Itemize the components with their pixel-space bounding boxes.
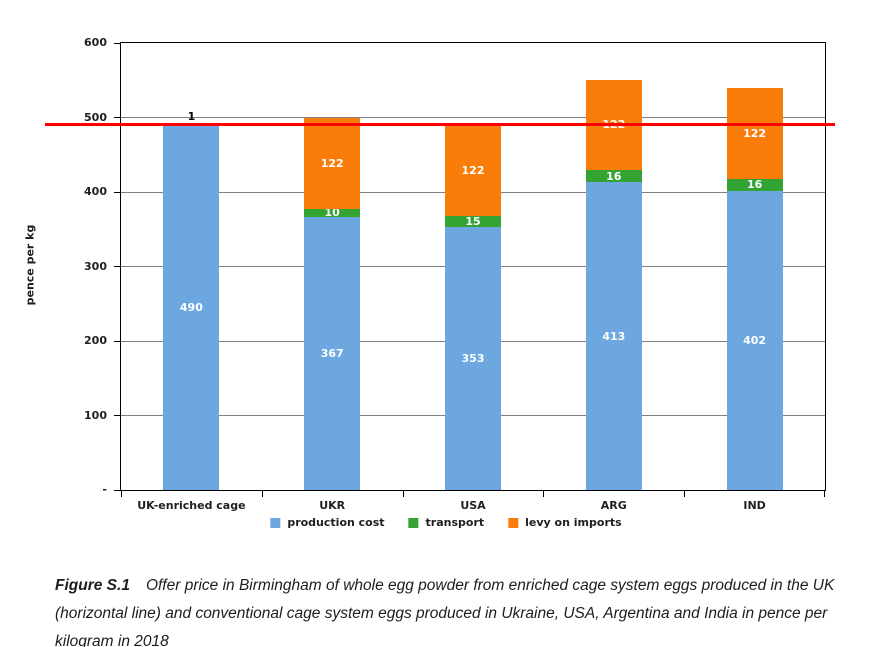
bar-segment-production-cost: 490 (163, 124, 220, 490)
bar-value-label: 122 (320, 157, 344, 171)
figure-label: Figure S.1 (55, 576, 130, 594)
legend-label: production cost (287, 516, 385, 529)
reference-line (45, 122, 835, 126)
y-tick-100 (114, 415, 121, 416)
y-tick-500 (114, 117, 121, 118)
y-tick-label-100: 100 (84, 408, 107, 422)
bar-value-label: 353 (461, 352, 485, 365)
y-tick-0 (114, 489, 121, 491)
bar-segment-levy-on-imports: 122 (726, 87, 783, 179)
y-tick-600 (114, 42, 121, 44)
legend-label: transport (425, 516, 485, 529)
legend-swatch-icon (408, 517, 419, 528)
y-tick-label-300: 300 (84, 259, 107, 273)
legend-item-production-cost: production cost (270, 516, 385, 529)
category-label-arg: ARG (600, 499, 627, 512)
y-tick-200 (114, 340, 121, 342)
bar-value-label: 413 (602, 329, 626, 343)
bar-segment-levy-on-imports: 122 (445, 124, 501, 216)
bar-segment-production-cost: 367 (304, 216, 361, 490)
bar-segment-transport: 16 (585, 169, 642, 183)
figure-caption: Figure S.1 Offer price in Birmingham of w… (55, 572, 861, 647)
bar-value-label: 122 (743, 126, 767, 140)
bar-segment-production-cost: 402 (726, 190, 783, 490)
bar-value-label: 10 (324, 206, 340, 220)
x-tick-2 (403, 490, 404, 497)
x-tick-1 (262, 490, 263, 497)
category-label-ukr: UKR (319, 499, 346, 512)
legend-item-levy-on-imports: levy on imports (508, 516, 622, 529)
figure-caption-text: Offer price in Birmingham of whole egg p… (55, 576, 835, 647)
category-label-ind: IND (743, 499, 766, 512)
y-tick-label-0: - (102, 483, 107, 496)
legend-label: levy on imports (525, 516, 622, 529)
y-tick-400 (114, 191, 121, 193)
bar-value-label: 15 (465, 214, 481, 228)
y-tick-label-200: 200 (84, 334, 107, 347)
y-tick-label-600: 600 (84, 36, 107, 49)
gridline-500 (121, 117, 825, 118)
reference-line-label: 1 (187, 109, 196, 123)
legend-swatch-icon (508, 517, 519, 528)
bar-segment-transport: 15 (445, 214, 501, 228)
y-tick-300 (114, 266, 121, 267)
bar-segment-transport: 10 (304, 206, 361, 220)
bar-value-label: 490 (179, 300, 203, 314)
y-tick-label-500: 500 (84, 110, 107, 124)
plot-area: - 100 200 300 400 500 600 UK-enriched cage UKR US… (45, 36, 835, 512)
bar-value-label: 367 (320, 346, 344, 360)
x-tick-4 (684, 490, 685, 497)
bar-segment-production-cost: 413 (585, 182, 642, 490)
category-label-usa: USA (460, 499, 486, 512)
bar-segment-transport: 16 (726, 178, 783, 192)
x-tick-5 (824, 490, 825, 497)
category-label-uk-enriched-cage: UK-enriched cage (137, 499, 246, 512)
bar-value-label: 122 (461, 163, 485, 177)
bar-value-label: 16 (606, 169, 622, 183)
legend-swatch-icon (270, 517, 281, 528)
bar-segment-production-cost: 353 (445, 227, 501, 490)
bar-value-label: 402 (743, 333, 767, 347)
bar-segment-levy-on-imports: 122 (304, 118, 361, 210)
bar-value-label: 16 (746, 178, 763, 192)
x-tick-0 (121, 490, 122, 497)
legend-item-transport: transport (408, 516, 485, 529)
legend: production cost transport levy on imports (270, 516, 622, 529)
y-axis-title: pence per kg (23, 224, 37, 306)
x-tick-3 (543, 490, 544, 497)
y-tick-label-400: 400 (84, 185, 107, 198)
